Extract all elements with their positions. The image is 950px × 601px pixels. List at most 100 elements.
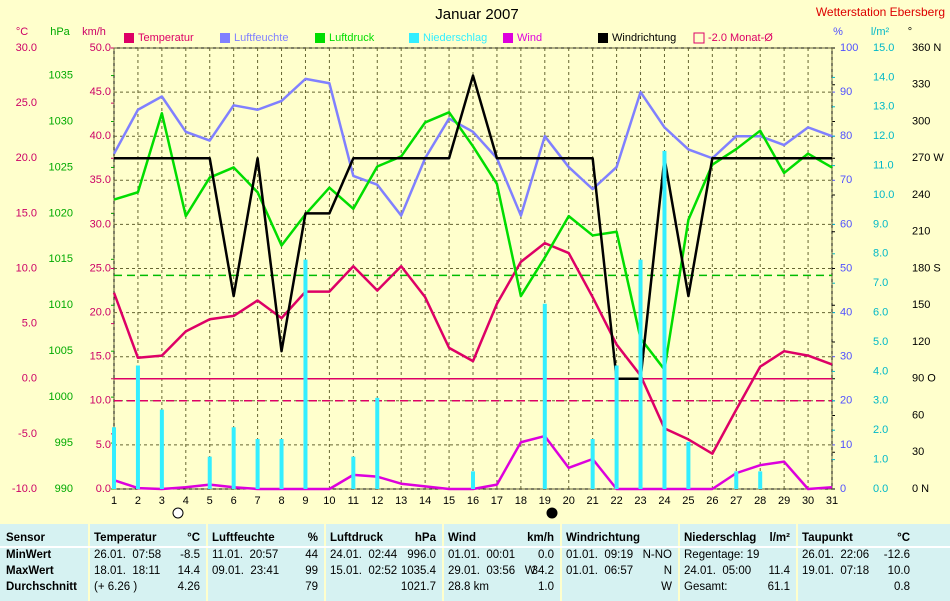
x-tick-label: 7 [255, 495, 261, 507]
table-cell-bg [0, 524, 88, 601]
axis-unit: hPa [50, 26, 70, 38]
axis-unit: °C [16, 26, 28, 38]
y-tick-label: 50.0 [90, 42, 111, 54]
precip-bar [471, 471, 475, 489]
station-name: Wetterstation Ebersberg [816, 5, 945, 19]
y-tick-label: 12.0 [873, 130, 894, 142]
y-tick-label: 25.0 [90, 262, 111, 274]
y-tick-label: 50 [840, 262, 852, 274]
cell-value: 996.0 [407, 549, 436, 561]
cell-text: 15.01. 02:52 [330, 565, 397, 577]
precip-bar [662, 150, 667, 489]
precip-bar [207, 456, 212, 489]
x-tick-label: 5 [207, 495, 213, 507]
x-tick-label: 22 [610, 495, 622, 507]
y-tick-label: 330 [912, 79, 930, 91]
table-header: Temperatur [94, 532, 157, 544]
cell-text: 01.01. 09:19 [566, 549, 633, 561]
table-header: Sensor [6, 532, 46, 544]
y-tick-label: 90 [840, 86, 852, 98]
x-tick-label: 25 [682, 495, 694, 507]
precip-bar [734, 471, 739, 489]
cell-value: 1035.4 [401, 565, 437, 577]
y-tick-label: 45.0 [90, 86, 111, 98]
cell-value: 4.26 [178, 581, 200, 593]
legend-swatch [409, 33, 419, 43]
y-tick-label: 10.0 [873, 189, 894, 201]
table-cell-bg [444, 524, 560, 601]
legend-label: Temperatur [138, 32, 194, 44]
cell-text: 01.01. 00:01 [448, 549, 515, 561]
chart-title: Januar 2007 [435, 6, 518, 23]
axis-unit: ° [908, 26, 912, 38]
y-tick-label: 6.0 [873, 307, 888, 319]
y-tick-label: 1030 [49, 115, 73, 127]
cell-value: 14.4 [178, 565, 201, 577]
legend-label: Windrichtung [612, 32, 676, 44]
precip-bar [542, 303, 547, 489]
y-tick-label: 30.0 [90, 218, 111, 230]
cell-text: Regentage: 19 [684, 549, 759, 561]
y-tick-label: 5.0 [96, 439, 111, 451]
x-tick-label: 20 [563, 495, 575, 507]
x-tick-label: 9 [302, 495, 308, 507]
y-tick-label: 40.0 [90, 130, 111, 142]
y-tick-label: 15.0 [90, 351, 111, 363]
y-tick-label: 8.0 [873, 248, 888, 260]
cell-value: 0.8 [894, 581, 910, 593]
precip-bar [686, 441, 691, 489]
cell-text: 26.01. 22:06 [802, 549, 869, 561]
y-tick-label: 13.0 [873, 101, 894, 113]
cell-value: 1021.7 [401, 581, 436, 593]
x-tick-label: 8 [278, 495, 284, 507]
table-unit: % [308, 532, 318, 544]
y-tick-label: 25.0 [16, 97, 37, 109]
y-tick-label: 20.0 [16, 152, 37, 164]
x-tick-label: 17 [491, 495, 503, 507]
legend-swatch [503, 33, 513, 43]
y-tick-label: -10.0 [12, 483, 37, 495]
precip-bar [614, 365, 619, 489]
y-tick-label: 30.0 [16, 42, 37, 54]
moon-new [546, 507, 558, 519]
precip-bar [303, 259, 308, 489]
legend-swatch [315, 33, 325, 43]
x-tick-label: 12 [371, 495, 383, 507]
table-unit: °C [187, 532, 200, 544]
y-tick-label: 90 O [912, 373, 936, 385]
cell-text: 11.01. 20:57 [212, 549, 278, 561]
y-tick-label: 100 [840, 42, 858, 54]
table-unit: °C [897, 532, 910, 544]
axis-unit: l/m² [871, 26, 890, 38]
precip-bar [279, 439, 284, 489]
series-line [114, 74, 832, 380]
cell-text: 01.01. 06:57 [566, 565, 633, 577]
y-tick-label: 4.0 [873, 365, 888, 377]
precip-bar [375, 397, 380, 489]
y-tick-label: 9.0 [873, 218, 888, 230]
x-tick-label: 15 [443, 495, 455, 507]
cell-text: (+ 6.26 ) [94, 581, 137, 593]
cell-text: 29.01. 03:56 W [448, 565, 536, 577]
table-unit: km/h [527, 532, 554, 544]
y-tick-label: 60 [912, 409, 924, 421]
table-cell-bg [680, 524, 796, 601]
x-tick-label: 14 [419, 495, 431, 507]
x-tick-label: 27 [730, 495, 742, 507]
precip-bar [255, 439, 260, 489]
x-tick-label: 30 [802, 495, 814, 507]
y-tick-label: 1015 [49, 253, 73, 265]
legend-swatch [124, 33, 134, 43]
x-tick-label: 18 [515, 495, 527, 507]
y-tick-label: 20 [840, 395, 852, 407]
y-tick-label: 40 [840, 307, 852, 319]
legend-label: Wind [517, 32, 542, 44]
cell-value: N-NO [643, 549, 672, 561]
cell-text: 18.01. 18:11 [94, 565, 160, 577]
y-tick-label: 14.0 [873, 71, 894, 83]
y-tick-label: 20.0 [90, 307, 111, 319]
precip-bar [590, 439, 595, 489]
y-tick-label: 10.0 [90, 395, 111, 407]
table-cell-bg [90, 524, 206, 601]
